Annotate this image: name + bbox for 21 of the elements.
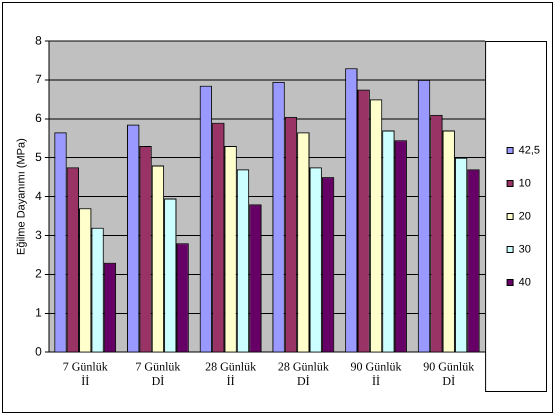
- legend-label: 42,5: [518, 144, 540, 157]
- y-tick-label: 1: [35, 306, 42, 320]
- legend-label: 20: [518, 210, 531, 223]
- y-tick-label: 0: [35, 344, 42, 359]
- y-tick-label: 3: [35, 228, 42, 242]
- y-axis-title: Eğilme Dayanımı (MPa): [16, 138, 28, 255]
- y-tick-label: 6: [35, 111, 42, 126]
- x-tick-label: 28 Günlük İİ: [205, 360, 256, 388]
- y-tick-label: 4: [35, 188, 42, 203]
- y-tick-label: 5: [35, 150, 42, 164]
- y-tick-label: 8: [35, 33, 42, 48]
- y-tick-label: 7: [35, 72, 42, 86]
- x-tick-label: 7 Günlük Dİ: [135, 360, 180, 388]
- legend-label: 40: [518, 276, 531, 289]
- y-tick-label: 2: [35, 266, 42, 281]
- x-tick-label: 28 Günlük Dİ: [278, 360, 329, 388]
- legend-label: 10: [518, 178, 531, 190]
- x-tick-label: 90 Günlük Dİ: [423, 360, 474, 388]
- legend-label: 30: [518, 244, 531, 256]
- x-tick-label: 90 Günlük İİ: [350, 360, 402, 388]
- x-tick-label: 7 Günlük İİ: [62, 360, 108, 388]
